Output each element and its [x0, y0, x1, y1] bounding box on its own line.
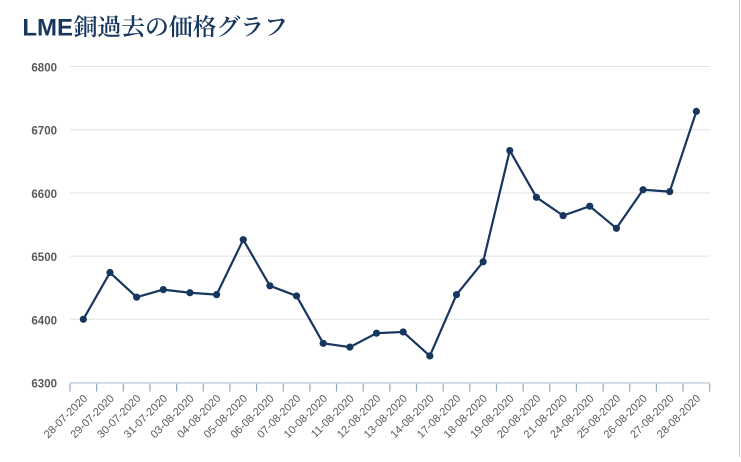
svg-text:6600: 6600 [31, 189, 57, 201]
svg-text:6800: 6800 [31, 63, 57, 75]
svg-text:6500: 6500 [31, 252, 57, 264]
svg-text:6400: 6400 [31, 315, 57, 327]
svg-text:6300: 6300 [31, 379, 57, 391]
svg-text:LME: LME [22, 14, 73, 41]
svg-text:6700: 6700 [31, 126, 57, 138]
